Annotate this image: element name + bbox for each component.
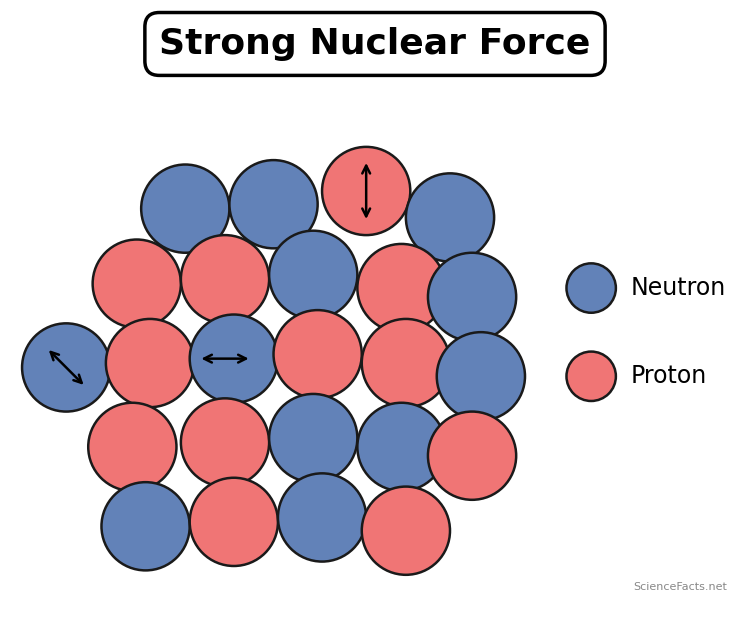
Circle shape	[322, 147, 410, 235]
Circle shape	[362, 487, 450, 575]
Circle shape	[274, 310, 362, 398]
Circle shape	[93, 239, 181, 328]
Circle shape	[269, 394, 357, 482]
Circle shape	[428, 252, 516, 341]
Circle shape	[141, 165, 230, 252]
Circle shape	[566, 352, 616, 401]
Circle shape	[406, 173, 494, 262]
Circle shape	[88, 403, 176, 491]
Circle shape	[106, 319, 194, 407]
Text: Neutron: Neutron	[631, 276, 726, 300]
Circle shape	[230, 160, 318, 248]
Circle shape	[269, 230, 357, 319]
Circle shape	[357, 403, 446, 491]
Circle shape	[566, 263, 616, 313]
Text: ScienceFacts.net: ScienceFacts.net	[634, 582, 728, 592]
Circle shape	[357, 244, 446, 332]
Text: Strong Nuclear Force: Strong Nuclear Force	[159, 27, 591, 61]
Circle shape	[181, 398, 269, 487]
Circle shape	[22, 323, 110, 411]
Circle shape	[278, 474, 366, 561]
Circle shape	[190, 478, 278, 566]
Circle shape	[362, 319, 450, 407]
Text: Proton: Proton	[631, 364, 707, 388]
Circle shape	[436, 332, 525, 420]
Circle shape	[101, 482, 190, 570]
Circle shape	[190, 315, 278, 403]
Circle shape	[181, 235, 269, 323]
Circle shape	[428, 411, 516, 500]
